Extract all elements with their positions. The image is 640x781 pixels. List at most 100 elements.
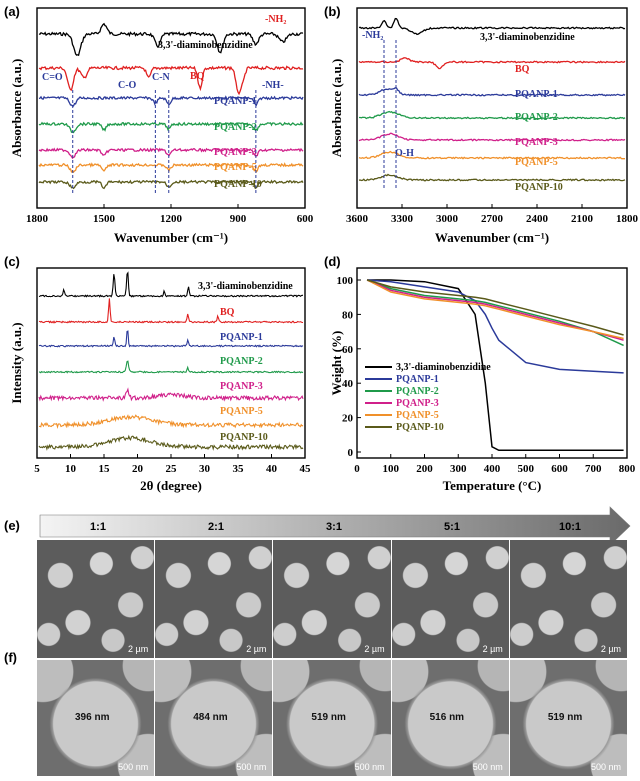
series-line-a-1 xyxy=(38,65,304,96)
peak-annotation-a-0: C=O xyxy=(42,72,63,83)
sem-image-f1: 396 nm 500 nm xyxy=(37,660,156,776)
particle-size-label: 519 nm xyxy=(311,712,346,723)
scale-bar-label: 2 µm xyxy=(482,644,503,654)
series-line-a-4 xyxy=(38,147,304,160)
x-tick-label-b: 3300 xyxy=(391,213,414,225)
series-line-a-6 xyxy=(38,179,304,190)
x-tick-label-c: 10 xyxy=(65,463,77,475)
legend-label-d-4: PQANP-5 xyxy=(396,410,439,421)
series-line-d-4 xyxy=(366,279,624,340)
panel-label-c: (c) xyxy=(4,254,20,269)
series-line-a-3 xyxy=(38,121,304,134)
sem-image-f4: 516 nm 500 nm xyxy=(391,660,510,776)
x-tick-label-b: 2400 xyxy=(526,213,549,225)
y-tick-label-d: 0 xyxy=(348,447,354,459)
scale-bar-label: 2 µm xyxy=(128,644,149,654)
series-label-b-6: PQANP-10 xyxy=(515,182,563,193)
series-line-d-3 xyxy=(366,279,624,341)
x-tick-label-c: 15 xyxy=(99,463,111,475)
x-tick-label-a: 1500 xyxy=(93,213,116,225)
panel-label-a: (a) xyxy=(4,4,20,19)
series-label-c-3: PQANP-2 xyxy=(220,356,263,367)
series-label-c-6: PQANP-10 xyxy=(220,432,268,443)
series-line-d-1 xyxy=(367,279,624,374)
series-line-b-5 xyxy=(358,150,625,160)
x-tick-label-b: 2700 xyxy=(481,213,504,225)
y-axis-label-d: Weight (%) xyxy=(329,331,344,396)
scale-bar-label: 2 µm xyxy=(600,644,622,654)
series-label-a-2: PQANP-1 xyxy=(214,96,257,107)
panel-label-d: (d) xyxy=(324,254,341,269)
series-label-c-4: PQANP-3 xyxy=(220,381,263,392)
series-line-b-2 xyxy=(358,87,626,97)
sem-row-e: 2 µm 2 µm 2 µm 2 µm 2 µm xyxy=(37,540,628,658)
series-label-c-0: 3,3'-diaminobenzidine xyxy=(198,281,293,292)
x-tick-label-b: 3000 xyxy=(436,213,459,225)
scale-bar-label: 500 nm xyxy=(118,762,149,772)
x-axis-label-d: Temperature (°C) xyxy=(443,478,542,493)
plot-frame-a xyxy=(36,7,306,209)
series-line-b-3 xyxy=(359,110,626,120)
x-tick-label-d: 700 xyxy=(585,463,602,475)
scale-bar-label: 500 nm xyxy=(354,762,385,772)
scale-bar-label: 500 nm xyxy=(472,762,503,772)
panel-label-e: (e) xyxy=(4,518,20,533)
sem-image-e3: 2 µm xyxy=(273,540,392,658)
x-tick-label-d: 300 xyxy=(450,463,467,475)
ratio-label-4: 10:1 xyxy=(559,521,581,533)
x-tick-label-d: 200 xyxy=(416,463,433,475)
y-tick-label-d: 40 xyxy=(342,378,354,390)
sem-image-f5: 519 nm 500 nm xyxy=(509,660,628,776)
scale-bar-label: 2 µm xyxy=(364,644,385,654)
ratio-label-3: 5:1 xyxy=(444,521,460,533)
series-line-a-0 xyxy=(38,22,304,57)
series-label-b-1: BQ xyxy=(515,64,530,75)
x-tick-label-c: 20 xyxy=(132,463,144,475)
x-tick-label-d: 400 xyxy=(484,463,501,475)
series-line-b-1 xyxy=(358,57,626,70)
y-axis-label-c: Intensity (a.u.) xyxy=(9,322,24,403)
sem-image-e2: 2 µm xyxy=(155,540,274,658)
peak-annotation-a-4: -NH₂ xyxy=(265,14,286,25)
legend-label-d-1: PQANP-1 xyxy=(396,374,439,385)
x-tick-label-d: 100 xyxy=(383,463,400,475)
series-line-d-0 xyxy=(367,279,624,452)
x-tick-label-c: 35 xyxy=(233,463,245,475)
series-label-a-4: PQANP-3 xyxy=(214,147,257,158)
x-tick-label-d: 600 xyxy=(551,463,568,475)
x-tick-label-c: 45 xyxy=(300,463,312,475)
series-line-c-6 xyxy=(38,434,304,451)
series-line-b-6 xyxy=(358,173,626,182)
series-line-d-2 xyxy=(366,279,624,347)
legend-label-d-3: PQANP-3 xyxy=(396,398,439,409)
sem-image-f3: 519 nm 500 nm xyxy=(273,660,392,776)
legend-label-d-2: PQANP-2 xyxy=(396,386,439,397)
x-tick-label-d: 800 xyxy=(619,463,636,475)
legend-label-d-0: 3,3'-diaminobenzidine xyxy=(396,362,491,373)
ratio-label-2: 3:1 xyxy=(326,521,342,533)
series-label-a-1: BQ xyxy=(190,71,205,82)
y-tick-label-d: 60 xyxy=(342,344,354,356)
scale-bar-label: 2 µm xyxy=(246,644,267,654)
sem-row-f: 396 nm 500 nm 484 nm 500 nm 519 nm 500 nm 5… xyxy=(37,660,628,776)
x-axis-label-c: 2θ (degree) xyxy=(140,478,202,493)
particle-size-label: 516 nm xyxy=(429,712,465,723)
scale-bar-label: 500 nm xyxy=(236,762,267,772)
x-tick-label-b: 3600 xyxy=(346,213,369,225)
peak-annotation-b-0: -NH₂ xyxy=(362,30,383,41)
y-tick-label-d: 80 xyxy=(342,309,354,321)
panel-label-f: (f) xyxy=(4,650,17,665)
x-axis-label-a: Wavenumber (cm⁻¹) xyxy=(114,230,228,245)
x-tick-label-a: 1800 xyxy=(26,213,49,225)
series-label-b-0: 3,3'-diaminobenzidine xyxy=(480,32,575,43)
series-line-b-4 xyxy=(358,132,626,142)
scale-bar-label: 500 nm xyxy=(590,762,622,772)
x-axis-label-b: Wavenumber (cm⁻¹) xyxy=(435,230,549,245)
series-line-c-5 xyxy=(38,414,304,429)
x-tick-label-c: 30 xyxy=(199,463,211,475)
x-tick-label-a: 600 xyxy=(297,213,314,225)
x-tick-label-d: 500 xyxy=(518,463,535,475)
series-label-b-4: PQANP-3 xyxy=(515,137,558,148)
series-label-c-2: PQANP-1 xyxy=(220,332,263,343)
